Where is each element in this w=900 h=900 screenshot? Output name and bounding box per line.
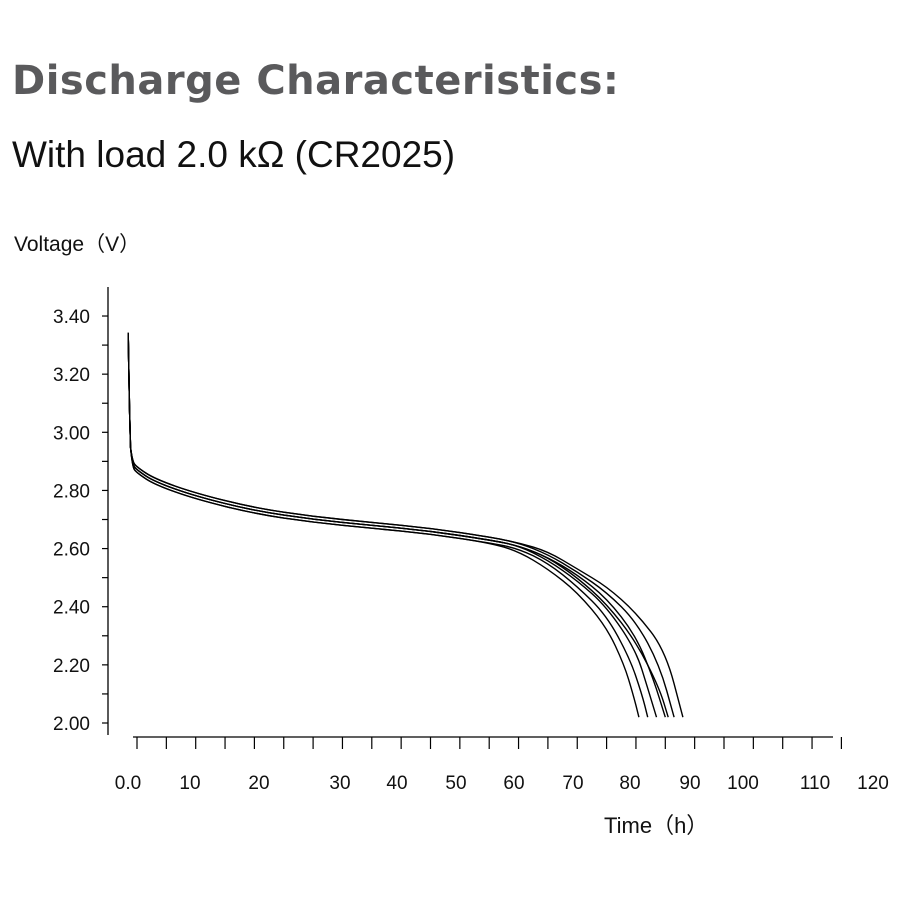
x-axis-label: Time（h）: [604, 813, 708, 838]
y-tick-label: 2.40: [53, 598, 90, 619]
chart-labels: 2.00 2.20 2.40 2.60 2.80 3.00 3.20 3.40 0.0 10 20 3…: [14, 233, 889, 838]
x-tick-label: 100: [727, 773, 759, 794]
chart-series-group: [127, 332, 684, 718]
x-tick-label: 90: [679, 773, 700, 794]
x-tick-label: 30: [329, 773, 350, 794]
x-tick-label: 120: [857, 773, 889, 794]
x-tick-label: 60: [503, 773, 524, 794]
discharge-series-line-7: [127, 332, 684, 718]
y-tick-label: 3.00: [53, 423, 90, 444]
y-tick-label: 2.00: [53, 714, 90, 735]
chart-axes: [102, 287, 843, 749]
discharge-series-line-2: [127, 332, 649, 718]
y-axis-label: Voltage（V）: [14, 233, 140, 256]
x-tick-label: 80: [619, 773, 640, 794]
discharge-series-line-6: [127, 332, 669, 718]
discharge-series-line-3: [127, 332, 658, 718]
x-tick-label: 70: [562, 773, 583, 794]
x-tick-label: 40: [386, 773, 407, 794]
chart-subtitle: With load 2.0 kΩ (CR2025): [12, 134, 456, 175]
chart-title: Discharge Characteristics:: [12, 58, 620, 104]
y-tick-label: 2.80: [53, 481, 90, 502]
y-tick-label: 3.20: [53, 365, 90, 386]
y-tick-label: 2.20: [53, 656, 90, 677]
y-tick-label: 3.40: [53, 307, 90, 328]
x-tick-label: 0.0: [115, 773, 141, 794]
x-tick-label: 20: [248, 773, 269, 794]
discharge-series-line-1: [127, 332, 640, 718]
x-tick-label: 110: [800, 773, 830, 794]
x-tick-label: 50: [445, 773, 466, 794]
y-tick-label: 2.60: [53, 540, 90, 561]
x-tick-label: 10: [179, 773, 200, 794]
